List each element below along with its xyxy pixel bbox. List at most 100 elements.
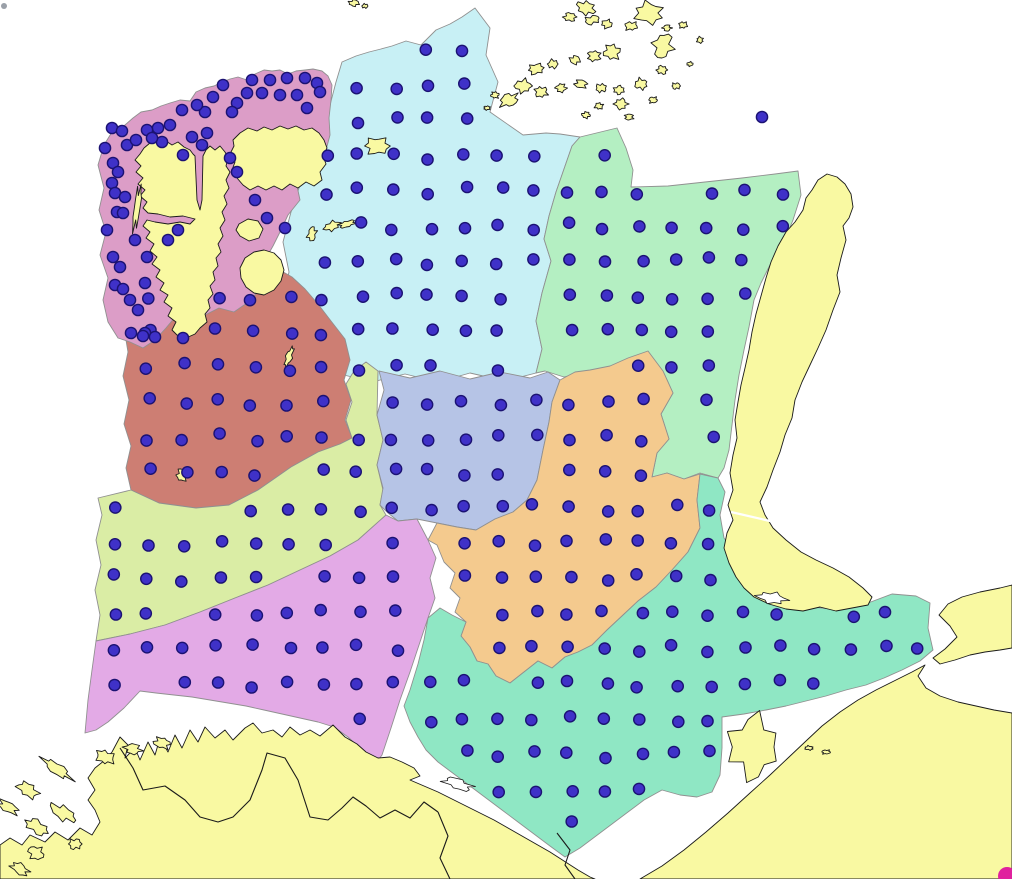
station-dot[interactable] <box>351 322 365 336</box>
station-dot[interactable] <box>148 330 162 344</box>
station-dot[interactable] <box>701 714 714 728</box>
station-dot[interactable] <box>181 465 194 479</box>
station-dot[interactable] <box>630 681 643 694</box>
station-dot[interactable] <box>131 303 145 317</box>
station-dot[interactable] <box>249 360 263 374</box>
station-dot[interactable] <box>494 398 508 412</box>
station-dot[interactable] <box>290 88 304 102</box>
station-dot[interactable] <box>701 609 714 623</box>
station-dot[interactable] <box>531 428 544 442</box>
station-dot[interactable] <box>245 73 259 87</box>
station-dot[interactable] <box>353 712 367 726</box>
station-dot[interactable] <box>563 288 577 302</box>
station-dot[interactable] <box>491 428 505 442</box>
station-dot[interactable] <box>206 90 220 104</box>
station-dot[interactable] <box>491 468 505 481</box>
station-dot[interactable] <box>349 638 363 652</box>
station-dot[interactable] <box>701 292 714 306</box>
station-dot[interactable] <box>525 639 538 653</box>
station-dot[interactable] <box>563 463 576 477</box>
station-dot[interactable] <box>178 675 192 689</box>
station-dot[interactable] <box>280 71 294 85</box>
station-dot[interactable] <box>389 462 403 476</box>
station-dot[interactable] <box>455 44 469 58</box>
station-dot[interactable] <box>175 103 189 117</box>
station-dot[interactable] <box>317 678 331 691</box>
station-dot[interactable] <box>491 218 504 232</box>
station-dot[interactable] <box>665 361 678 374</box>
station-dot[interactable] <box>595 604 608 618</box>
station-dot[interactable] <box>420 288 433 301</box>
station-dot[interactable] <box>426 323 440 337</box>
station-dot[interactable] <box>880 639 893 653</box>
station-dot[interactable] <box>98 141 112 155</box>
station-dot[interactable] <box>195 138 209 152</box>
station-dot[interactable] <box>213 291 226 305</box>
station-dot[interactable] <box>458 537 471 550</box>
station-dot[interactable] <box>109 501 122 514</box>
station-dot[interactable] <box>200 126 214 140</box>
station-dot[interactable] <box>635 323 649 337</box>
station-dot[interactable] <box>223 151 237 165</box>
station-dot[interactable] <box>458 569 472 582</box>
station-dot[interactable] <box>455 712 469 726</box>
station-dot[interactable] <box>702 359 716 372</box>
station-dot[interactable] <box>349 465 363 479</box>
station-dot[interactable] <box>664 325 678 339</box>
station-dot[interactable] <box>351 116 365 130</box>
station-dot[interactable] <box>280 429 294 443</box>
station-dot[interactable] <box>664 537 678 550</box>
station-dot[interactable] <box>565 323 579 337</box>
station-dot[interactable] <box>211 392 224 406</box>
station-dot[interactable] <box>702 251 716 264</box>
station-dot[interactable] <box>598 255 612 268</box>
station-dot[interactable] <box>560 534 573 548</box>
station-dot[interactable] <box>388 604 402 617</box>
station-dot[interactable] <box>755 110 769 124</box>
station-dot[interactable] <box>664 638 678 652</box>
station-dot[interactable] <box>111 165 125 179</box>
station-dot[interactable] <box>527 184 540 197</box>
station-dot[interactable] <box>248 193 262 207</box>
station-dot[interactable] <box>213 427 226 440</box>
station-dot[interactable] <box>106 250 120 264</box>
station-dot[interactable] <box>386 536 399 550</box>
station-dot[interactable] <box>251 434 264 448</box>
station-dot[interactable] <box>216 78 230 92</box>
station-dot[interactable] <box>770 608 783 621</box>
station-dot[interactable] <box>315 293 328 307</box>
station-dot[interactable] <box>560 186 574 199</box>
station-dot[interactable] <box>492 534 506 548</box>
station-dot[interactable] <box>190 98 204 112</box>
station-dot[interactable] <box>560 674 574 688</box>
station-dot[interactable] <box>128 233 142 247</box>
station-dot[interactable] <box>735 253 748 267</box>
station-dot[interactable] <box>601 574 615 587</box>
station-dot[interactable] <box>528 149 541 163</box>
station-dot[interactable] <box>386 396 399 409</box>
station-dot[interactable] <box>350 181 364 194</box>
station-dot[interactable] <box>249 537 263 550</box>
station-dot[interactable] <box>352 364 366 377</box>
station-dot[interactable] <box>420 258 434 272</box>
station-dot[interactable] <box>633 220 646 233</box>
station-dot[interactable] <box>491 750 505 764</box>
station-dot[interactable] <box>139 572 153 586</box>
station-dot[interactable] <box>599 533 613 546</box>
station-dot[interactable] <box>177 540 191 553</box>
station-dot[interactable] <box>151 121 165 135</box>
station-dot[interactable] <box>601 677 615 690</box>
station-dot[interactable] <box>314 328 328 342</box>
station-dot[interactable] <box>386 183 400 196</box>
station-dot[interactable] <box>107 568 121 581</box>
station-dot[interactable] <box>666 605 679 619</box>
station-dot[interactable] <box>198 105 212 119</box>
station-dot[interactable] <box>598 642 612 655</box>
station-dot[interactable] <box>669 569 683 583</box>
station-dot[interactable] <box>631 534 645 547</box>
station-dot[interactable] <box>185 130 199 144</box>
station-dot[interactable] <box>705 680 719 694</box>
station-dot[interactable] <box>496 181 510 194</box>
station-dot[interactable] <box>214 571 228 584</box>
station-dot[interactable] <box>118 190 132 204</box>
